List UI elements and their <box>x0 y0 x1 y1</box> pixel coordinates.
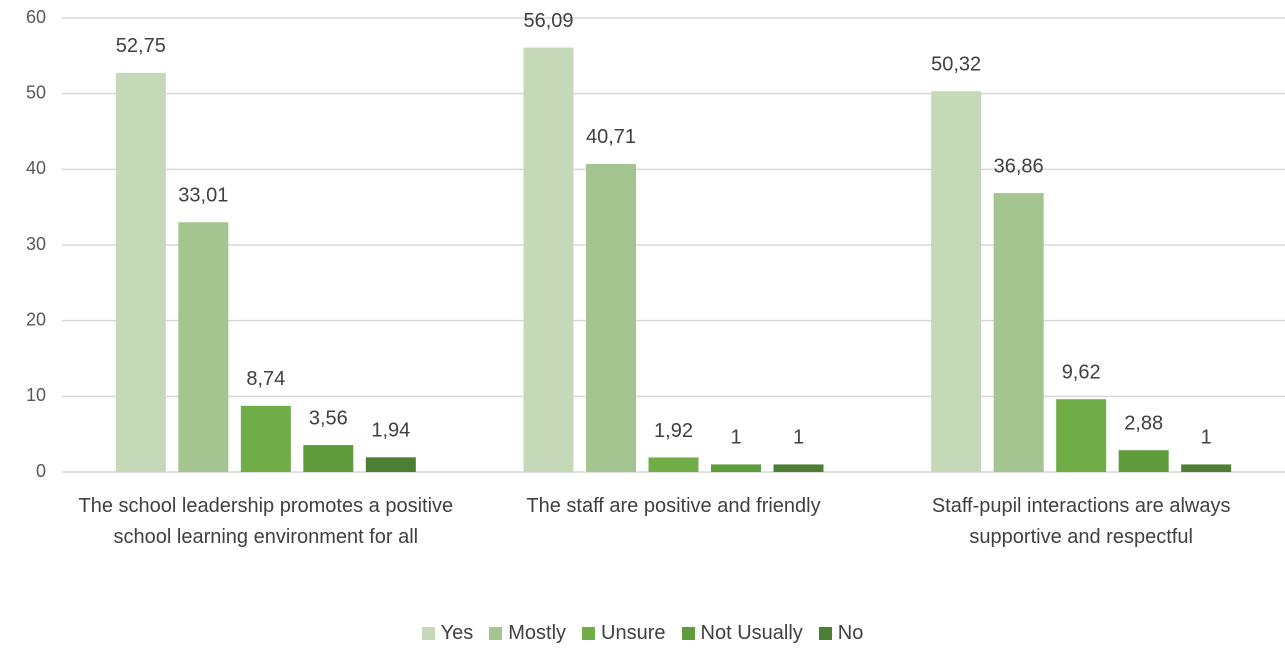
y-tick-label: 50 <box>26 82 46 102</box>
data-label: 3,56 <box>309 407 348 429</box>
data-label: 1 <box>730 427 741 449</box>
legend-item: Yes <box>421 622 474 645</box>
y-tick-label: 60 <box>26 7 46 27</box>
bar <box>240 405 291 472</box>
data-label: 9,62 <box>1062 361 1101 383</box>
data-label: 1 <box>793 427 804 449</box>
bar <box>773 464 824 472</box>
data-label: 36,86 <box>994 155 1044 177</box>
bar <box>303 445 354 472</box>
bar <box>178 222 229 472</box>
bar <box>648 457 699 472</box>
legend: Yes Mostly Unsure Not Usually No <box>0 622 1285 645</box>
legend-item: Unsure <box>582 622 666 645</box>
data-label: 1,92 <box>654 420 693 442</box>
legend-label: Unsure <box>601 622 666 644</box>
legend-item: Mostly <box>489 622 566 645</box>
data-label: 2,88 <box>1124 412 1163 434</box>
y-tick-label: 30 <box>26 234 46 254</box>
legend-swatch <box>818 627 832 640</box>
bar <box>711 464 761 472</box>
data-label: 1 <box>1201 427 1212 449</box>
legend-swatch <box>681 627 695 640</box>
data-label: 1,94 <box>371 420 410 442</box>
y-tick-label: 10 <box>26 385 46 405</box>
legend-label: Mostly <box>508 622 567 644</box>
x-tick-label: The staff are positive and friendly <box>526 495 821 517</box>
bar <box>115 72 166 472</box>
legend-item: Not Usually <box>681 622 803 645</box>
bar <box>1118 450 1169 472</box>
x-tick-label: Staff-pupil interactions are always supp… <box>931 495 1231 548</box>
data-label: 56,09 <box>523 10 573 32</box>
y-tick-label: 0 <box>36 461 46 481</box>
bar <box>586 163 636 472</box>
data-label: 40,71 <box>586 126 636 148</box>
legend-label: Not Usually <box>700 622 803 644</box>
legend-label: Yes <box>440 622 474 644</box>
legend-swatch <box>421 627 435 640</box>
legend-label: No <box>837 622 864 644</box>
y-tick-label: 20 <box>26 309 46 329</box>
y-tick-label: 40 <box>26 158 46 178</box>
legend-item: No <box>818 622 864 645</box>
data-label: 52,75 <box>116 35 166 57</box>
legend-swatch <box>489 627 503 640</box>
legend-swatch <box>582 627 596 640</box>
bar <box>931 91 982 472</box>
bar <box>365 457 416 472</box>
bar <box>523 47 574 473</box>
bar <box>1181 464 1232 472</box>
data-label: 8,74 <box>246 368 285 390</box>
data-label: 33,01 <box>178 185 228 207</box>
bar <box>993 193 1044 473</box>
x-tick-label: The school leadership promotes a positiv… <box>78 495 454 548</box>
data-label: 50,32 <box>931 54 981 76</box>
bar <box>1056 399 1107 472</box>
